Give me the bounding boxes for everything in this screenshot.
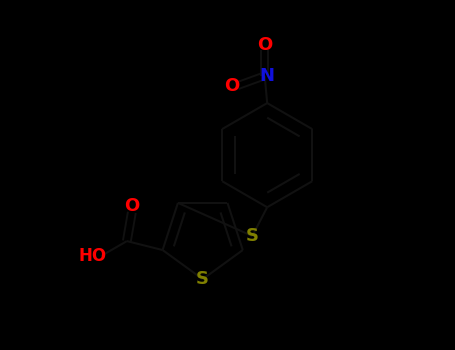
Text: S: S [246,227,259,245]
Text: S: S [196,270,209,288]
Text: N: N [260,67,275,85]
Text: O: O [257,36,273,54]
Text: HO: HO [78,247,106,265]
Text: O: O [124,197,140,215]
Text: O: O [224,77,239,95]
